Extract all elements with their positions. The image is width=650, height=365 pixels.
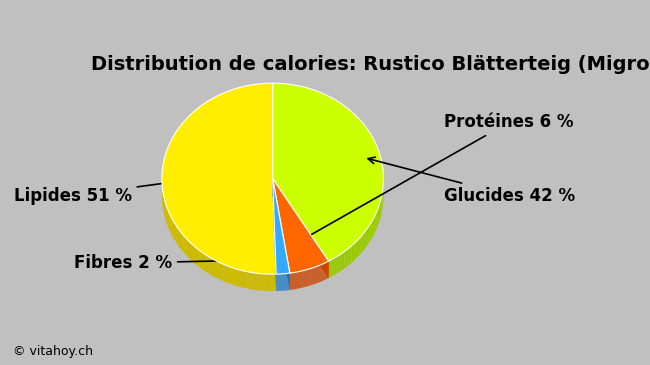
PathPatch shape (219, 262, 224, 281)
PathPatch shape (183, 235, 187, 256)
Text: Lipides 51 %: Lipides 51 % (14, 178, 185, 204)
PathPatch shape (369, 222, 372, 242)
PathPatch shape (162, 188, 163, 210)
PathPatch shape (258, 273, 264, 291)
PathPatch shape (169, 213, 172, 234)
PathPatch shape (364, 229, 367, 249)
PathPatch shape (304, 270, 305, 287)
PathPatch shape (273, 179, 329, 278)
PathPatch shape (378, 206, 379, 227)
PathPatch shape (273, 179, 290, 290)
PathPatch shape (200, 250, 204, 270)
PathPatch shape (297, 272, 298, 289)
PathPatch shape (174, 222, 177, 243)
PathPatch shape (235, 269, 240, 287)
PathPatch shape (273, 179, 276, 291)
PathPatch shape (303, 270, 304, 288)
PathPatch shape (273, 179, 329, 273)
PathPatch shape (306, 270, 307, 287)
Text: Fibres 2 %: Fibres 2 % (74, 254, 277, 272)
PathPatch shape (361, 233, 364, 253)
PathPatch shape (358, 236, 361, 256)
Text: © vitahoy.ch: © vitahoy.ch (13, 345, 93, 358)
PathPatch shape (290, 273, 291, 290)
PathPatch shape (301, 271, 302, 288)
PathPatch shape (172, 218, 174, 239)
PathPatch shape (296, 272, 297, 289)
PathPatch shape (294, 272, 295, 289)
PathPatch shape (209, 257, 214, 277)
PathPatch shape (313, 267, 314, 284)
PathPatch shape (252, 273, 258, 290)
PathPatch shape (187, 239, 191, 260)
PathPatch shape (382, 189, 383, 211)
Text: Glucides 42 %: Glucides 42 % (368, 157, 575, 204)
PathPatch shape (309, 269, 310, 286)
PathPatch shape (312, 268, 313, 285)
PathPatch shape (224, 265, 229, 284)
PathPatch shape (273, 179, 290, 274)
PathPatch shape (333, 257, 337, 276)
PathPatch shape (299, 272, 300, 288)
PathPatch shape (379, 202, 380, 223)
PathPatch shape (177, 227, 180, 248)
PathPatch shape (270, 274, 276, 291)
PathPatch shape (167, 208, 169, 230)
PathPatch shape (337, 254, 341, 273)
PathPatch shape (367, 226, 369, 246)
PathPatch shape (374, 214, 376, 235)
PathPatch shape (273, 179, 329, 278)
PathPatch shape (240, 270, 246, 288)
PathPatch shape (204, 254, 209, 274)
PathPatch shape (264, 274, 270, 291)
PathPatch shape (341, 251, 344, 271)
PathPatch shape (310, 268, 311, 285)
PathPatch shape (308, 269, 309, 286)
PathPatch shape (329, 259, 333, 278)
PathPatch shape (348, 246, 352, 265)
PathPatch shape (311, 268, 312, 285)
PathPatch shape (344, 249, 348, 268)
PathPatch shape (164, 198, 166, 220)
PathPatch shape (273, 179, 276, 291)
PathPatch shape (380, 198, 382, 219)
PathPatch shape (298, 272, 299, 289)
PathPatch shape (166, 203, 167, 225)
PathPatch shape (195, 247, 200, 267)
PathPatch shape (273, 179, 290, 290)
PathPatch shape (376, 210, 378, 231)
Text: Protéines 6 %: Protéines 6 % (303, 114, 573, 239)
Text: Distribution de calories: Rustico Blätterteig (Migros): Distribution de calories: Rustico Blätte… (91, 55, 650, 74)
PathPatch shape (291, 273, 292, 290)
PathPatch shape (355, 239, 358, 260)
PathPatch shape (180, 231, 183, 252)
PathPatch shape (293, 273, 294, 289)
PathPatch shape (229, 267, 235, 285)
PathPatch shape (300, 271, 301, 288)
PathPatch shape (191, 243, 195, 264)
PathPatch shape (307, 269, 308, 286)
PathPatch shape (302, 271, 303, 288)
PathPatch shape (295, 272, 296, 289)
PathPatch shape (273, 83, 384, 261)
PathPatch shape (292, 273, 293, 289)
PathPatch shape (214, 260, 219, 279)
PathPatch shape (372, 218, 374, 239)
PathPatch shape (352, 243, 355, 262)
PathPatch shape (162, 83, 276, 274)
PathPatch shape (163, 193, 164, 215)
PathPatch shape (246, 272, 252, 289)
